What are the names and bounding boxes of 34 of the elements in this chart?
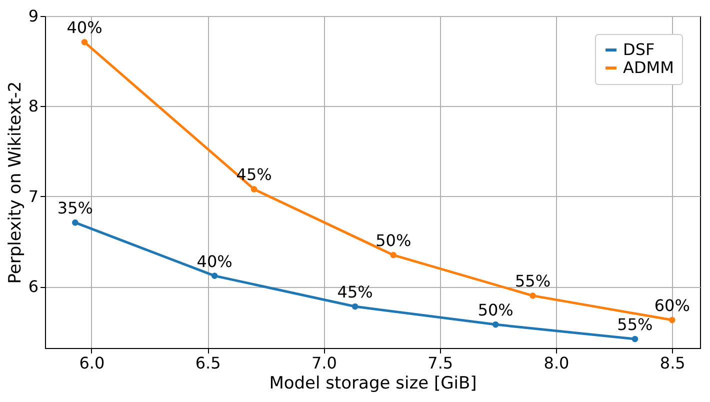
point [492, 321, 499, 328]
y-tick-label: 7 [28, 186, 38, 206]
annotation: 50% [376, 231, 412, 250]
point [390, 252, 397, 258]
x-tick-label: 6.0 [79, 354, 105, 372]
x-tick-label: 7.0 [311, 354, 337, 372]
point [668, 316, 676, 324]
x-axis-title: Model storage size [GiB] [269, 374, 477, 394]
y-axis-title: Perplexity on Wikitext-2 [5, 81, 26, 284]
annotation: 55% [514, 272, 551, 291]
point [250, 186, 258, 192]
annotation: 35% [57, 198, 93, 218]
annotation: 50% [478, 300, 514, 320]
point [72, 219, 78, 226]
y-tick-label: 6 [28, 277, 38, 296]
legend-label: ADMM [623, 58, 674, 77]
point [632, 336, 638, 342]
annotation: 45% [337, 282, 373, 302]
annotation: 40% [196, 252, 232, 271]
y-tick-label: 8 [28, 96, 38, 116]
x-tick-label: 8.5 [660, 354, 686, 372]
x-tick-label: 6.5 [195, 354, 221, 372]
point [211, 272, 218, 279]
x-tick-label: 7.5 [428, 354, 454, 372]
annotation: 40% [66, 18, 102, 38]
point [530, 292, 536, 299]
annotation: 60% [654, 296, 690, 316]
annotation: 55% [617, 314, 653, 334]
legend-label: DSF [623, 40, 655, 59]
x-tick-label: 8.0 [544, 354, 570, 372]
y-tick-label: 9 [28, 6, 38, 26]
point [352, 303, 358, 310]
point [81, 39, 88, 46]
annotation: 45% [236, 165, 272, 184]
